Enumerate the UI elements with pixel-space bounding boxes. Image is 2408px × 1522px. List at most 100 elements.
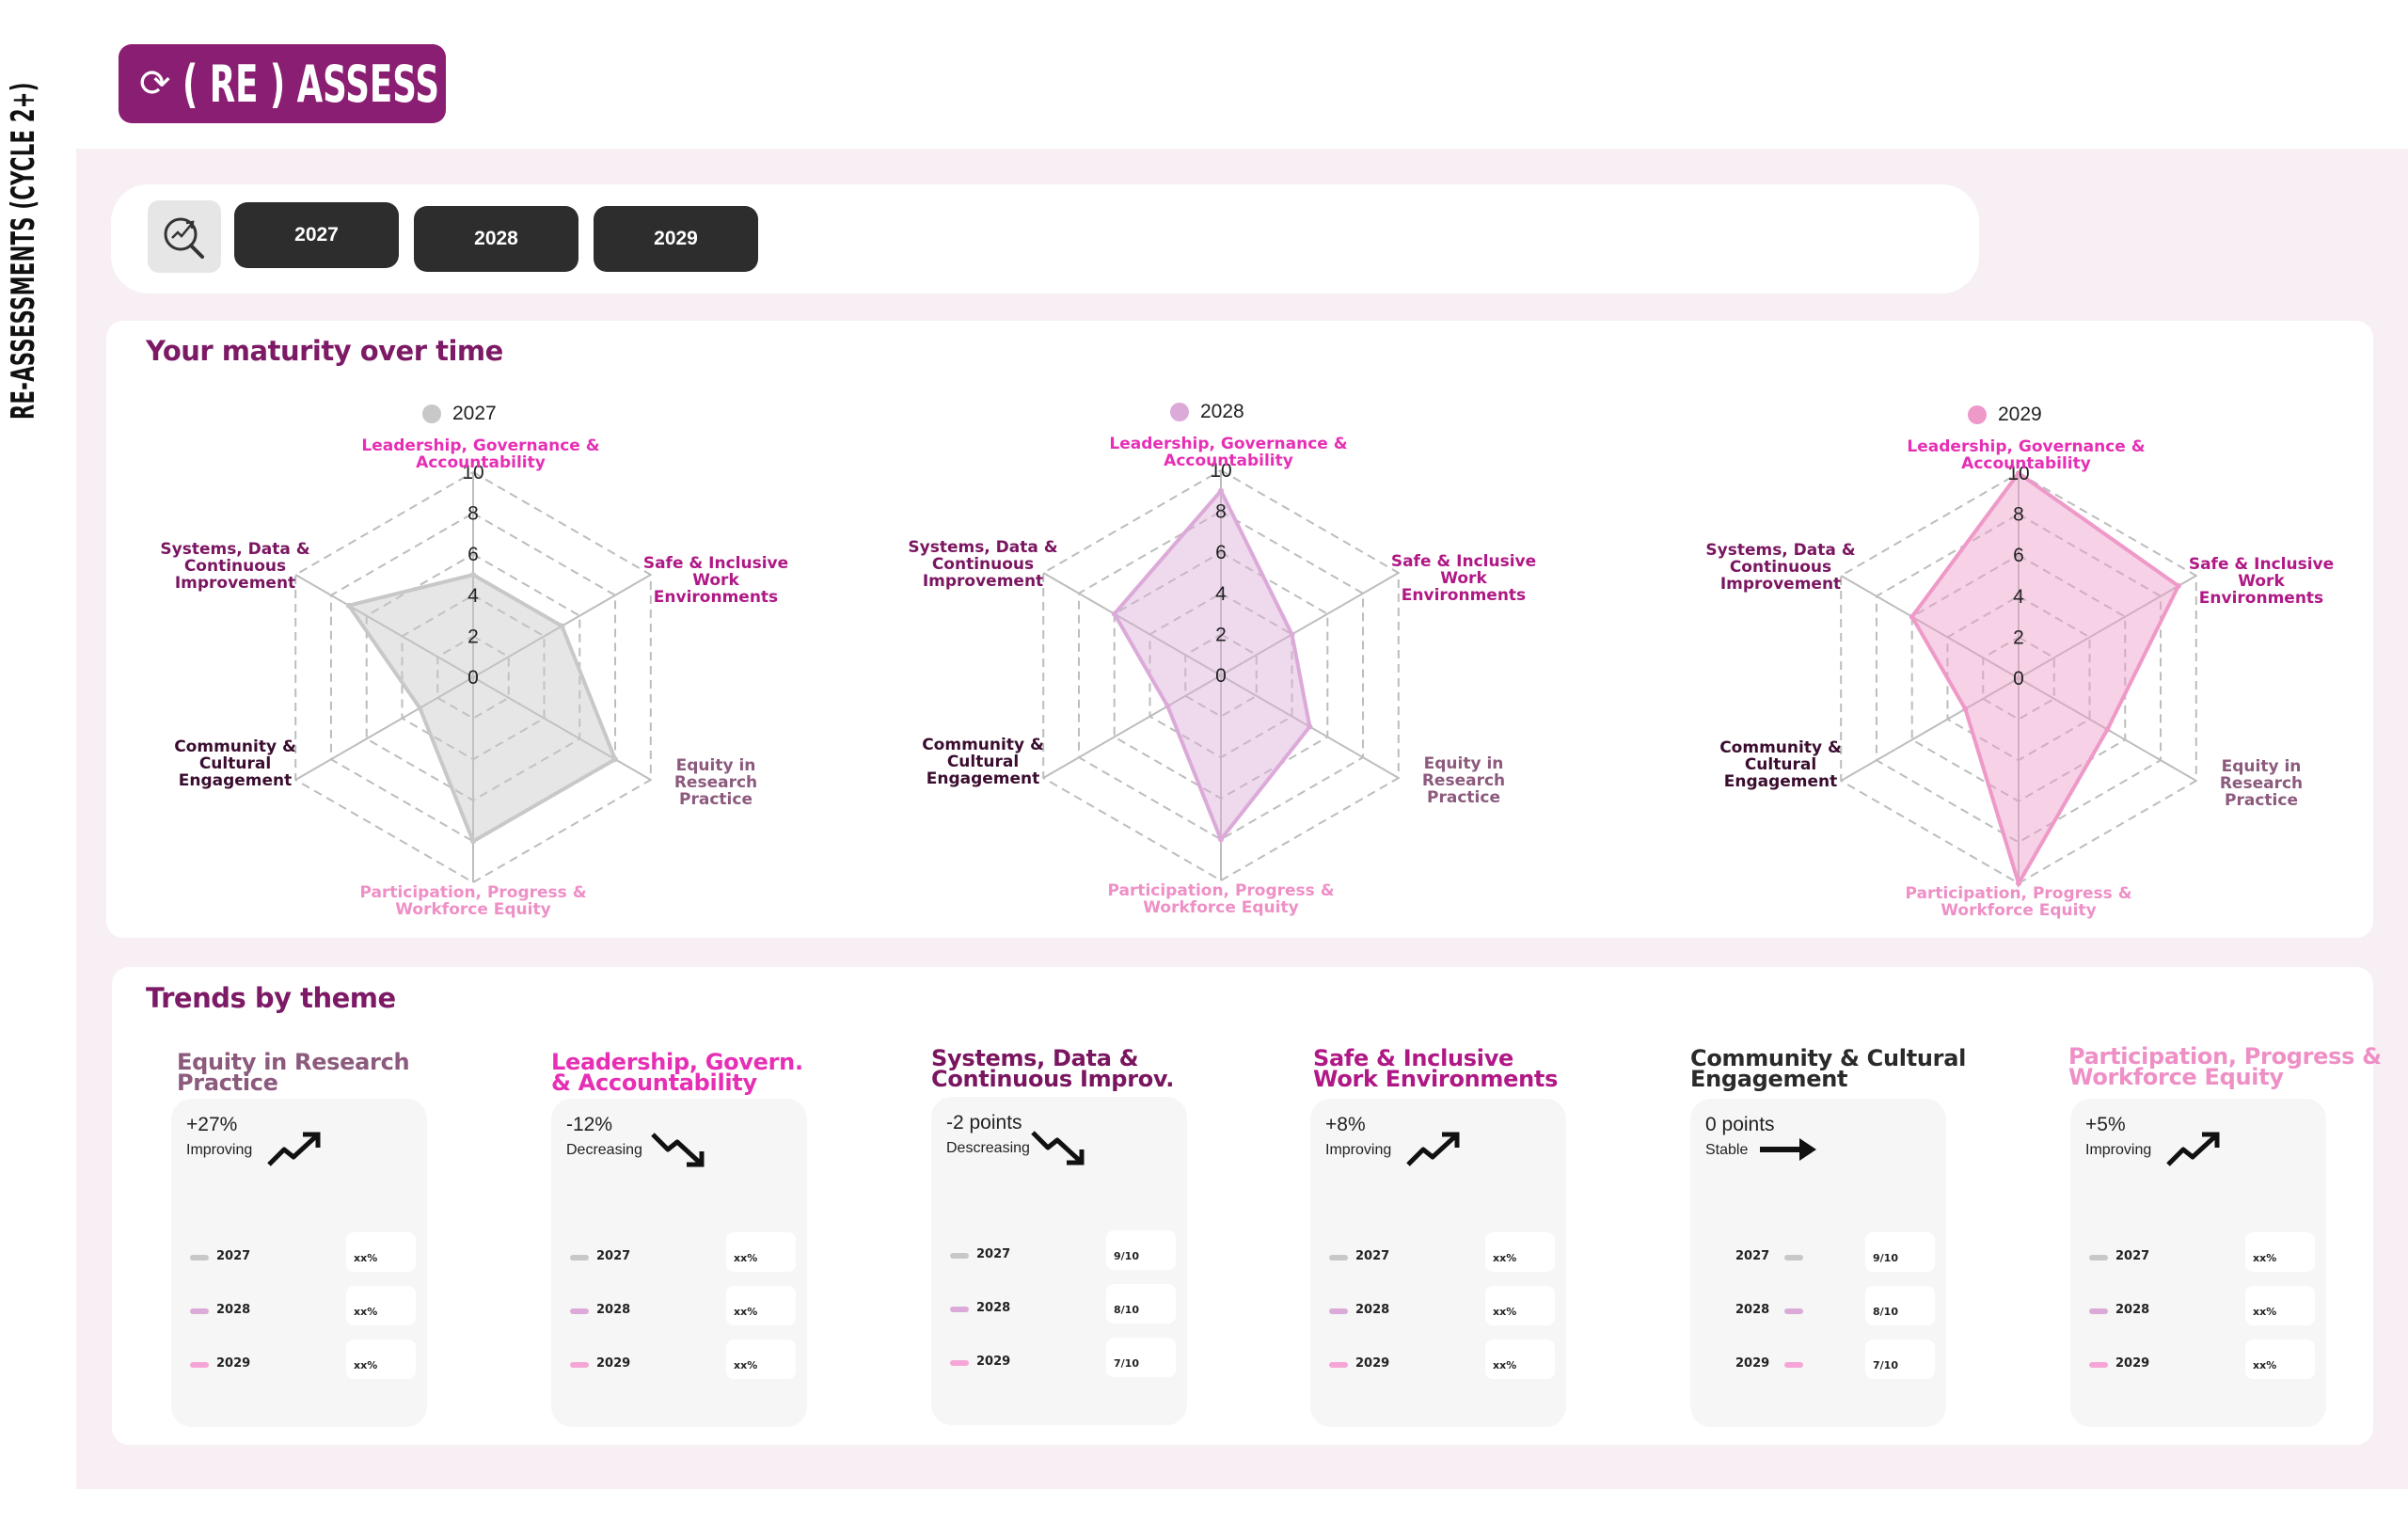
radar-axis-label: Safe & Inclusive Work Environments	[1390, 552, 1537, 605]
theme-title: Equity in Research Practice	[177, 1049, 410, 1096]
trend-year-label: 2027	[596, 1249, 631, 1263]
theme-trend-card[interactable]: +27% Improving 2027 xx% 2028 xx% 2029 xx%	[171, 1099, 427, 1427]
trend-year-value: xx%	[734, 1359, 758, 1371]
trend-year-value-box: 7/10	[1865, 1340, 1935, 1379]
theme-trend-card[interactable]: 0 points Stable 2027 9/10 2028 8/10 2029 7/10	[1690, 1099, 1946, 1427]
theme-header: Systems, Data & Continuous Improv.	[931, 1045, 1307, 1092]
legend-label: 2029	[1998, 404, 2042, 425]
radar-legend-2028: 2028	[1170, 401, 1244, 423]
trend-value: -2 points	[946, 1112, 1022, 1134]
trend-value: -12%	[566, 1114, 613, 1135]
trend-year-label: 2029	[1735, 1356, 1770, 1371]
year-button-2029[interactable]: 2029	[594, 206, 758, 272]
trend-year-swatch	[1329, 1308, 1348, 1314]
theme-header: Leadership, Govern. & Accountability	[551, 1051, 927, 1094]
radar-legend-2029: 2029	[1968, 404, 2042, 426]
trend-year-swatch	[950, 1253, 969, 1259]
trend-year-swatch	[570, 1255, 589, 1260]
trend-year-label: 2028	[596, 1303, 631, 1317]
theme-header: Community & Cultural Engagement	[1690, 1045, 2067, 1092]
radar-tick-label: 8	[1215, 501, 1227, 523]
theme-trend-card[interactable]: -2 points Descreasing 2027 9/10 2028 8/10 2029…	[931, 1097, 1187, 1425]
radar-point	[2175, 582, 2181, 589]
trend-year-value: 9/10	[1873, 1252, 1898, 1264]
maturity-title: Your maturity over time	[146, 335, 503, 367]
radar-point	[1111, 610, 1117, 617]
trend-year-value-box: 9/10	[1865, 1232, 1935, 1272]
trend-year-value: 7/10	[1873, 1359, 1898, 1371]
theme-header: Equity in Research Practice	[177, 1049, 553, 1096]
radar-point	[2016, 880, 2021, 886]
trend-value: +27%	[186, 1114, 238, 1135]
radar-tick-label: 8	[467, 503, 479, 525]
trend-year-value-box: xx%	[726, 1232, 796, 1272]
radar-point	[1164, 703, 1171, 709]
trend-year-value: xx%	[2253, 1306, 2277, 1318]
trend-year-label: 2028	[1355, 1303, 1390, 1317]
radar-axis-label: Community & Cultural Engagement	[174, 737, 296, 790]
trend-year-swatch	[2089, 1308, 2108, 1314]
radar-tick-label: 2	[1215, 624, 1227, 645]
trend-year-label: 2028	[976, 1301, 1011, 1315]
trend-search-button[interactable]	[148, 200, 221, 273]
trend-status: Stable	[1705, 1142, 1749, 1158]
radar-spoke	[1042, 674, 1222, 779]
trend-status: Improving	[2085, 1142, 2152, 1158]
theme-trend-card[interactable]: +5% Improving 2027 xx% 2028 xx% 2029 xx%	[2070, 1099, 2326, 1427]
trend-year-swatch	[1784, 1308, 1803, 1314]
trend-year-value: xx%	[1493, 1252, 1517, 1264]
radar-spoke	[1042, 572, 1222, 676]
trend-year-swatch	[2089, 1255, 2108, 1260]
trend-year-value-box: 7/10	[1106, 1338, 1176, 1377]
radar-axis-label: Equity in Research Practice	[1421, 754, 1506, 807]
trend-year-label: 2029	[976, 1355, 1011, 1369]
radar-point	[470, 838, 476, 845]
radar-axis-label: Equity in Research Practice	[2219, 757, 2304, 810]
radar-point	[612, 756, 619, 763]
trend-year-value-box: xx%	[1485, 1232, 1555, 1272]
year-button-2028[interactable]: 2028	[414, 206, 578, 272]
legend-marker	[1968, 405, 1987, 424]
trend-year-swatch	[1329, 1362, 1348, 1368]
radar-spoke	[2018, 575, 2197, 679]
radar-spoke	[472, 676, 652, 781]
theme-trend-card[interactable]: +8% Improving 2027 xx% 2028 xx% 2029 xx%	[1310, 1099, 1566, 1427]
trend-year-value: xx%	[354, 1306, 378, 1318]
trend-down-icon	[1029, 1125, 1087, 1168]
theme-title: Safe & Inclusive Work Environments	[1313, 1045, 1559, 1092]
theme-trend-card[interactable]: -12% Decreasing 2027 xx% 2028 xx% 2029 xx%	[551, 1099, 807, 1427]
side-section-label: RE-ASSESSMENTS (CYCLE 2+)	[5, 82, 42, 420]
trend-year-value-box: xx%	[2245, 1286, 2315, 1325]
year-button-2027[interactable]: 2027	[234, 202, 399, 268]
theme-header: Safe & Inclusive Work Environments	[1313, 1045, 1689, 1092]
trend-year-swatch	[1329, 1255, 1348, 1260]
radar-series-2027	[345, 572, 618, 845]
reassess-header[interactable]: ⟳ ( RE ) ASSESS	[119, 44, 446, 123]
trend-year-value: 8/10	[1873, 1306, 1898, 1318]
theme-title: Community & Cultural Engagement	[1690, 1045, 1967, 1092]
theme-title: Participation, Progress & Workforce Equi…	[2068, 1043, 2382, 1090]
radar-point	[345, 602, 352, 609]
trend-year-swatch	[950, 1360, 969, 1366]
theme-title: Systems, Data & Continuous Improv.	[931, 1045, 1175, 1092]
radar-legend-2027: 2027	[422, 403, 497, 425]
trend-year-label: 2029	[596, 1356, 631, 1371]
radar-axis-label: Systems, Data & Continuous Improvement	[1705, 541, 1856, 594]
trend-value: 0 points	[1705, 1114, 1775, 1135]
radar-axis-label: Safe & Inclusive Work Environments	[642, 554, 789, 607]
trend-year-value-box: 8/10	[1865, 1286, 1935, 1325]
reassess-title: ( RE ) ASSESS	[182, 54, 439, 114]
radar-axis-label: Systems, Data & Continuous Improvement	[160, 540, 310, 593]
trend-status: Decreasing	[566, 1142, 642, 1158]
radar-tick-label: 4	[2013, 586, 2024, 608]
trend-search-icon	[164, 217, 204, 259]
trend-year-swatch	[570, 1308, 589, 1314]
trend-year-swatch	[1784, 1362, 1803, 1368]
trend-year-label: 2027	[216, 1249, 251, 1263]
trend-status: Improving	[186, 1142, 253, 1158]
trend-up-icon	[265, 1127, 324, 1170]
trend-year-value: xx%	[734, 1306, 758, 1318]
radar-tick-label: 0	[1215, 665, 1227, 687]
radar-point	[2016, 470, 2021, 476]
trend-year-value: xx%	[354, 1359, 378, 1371]
